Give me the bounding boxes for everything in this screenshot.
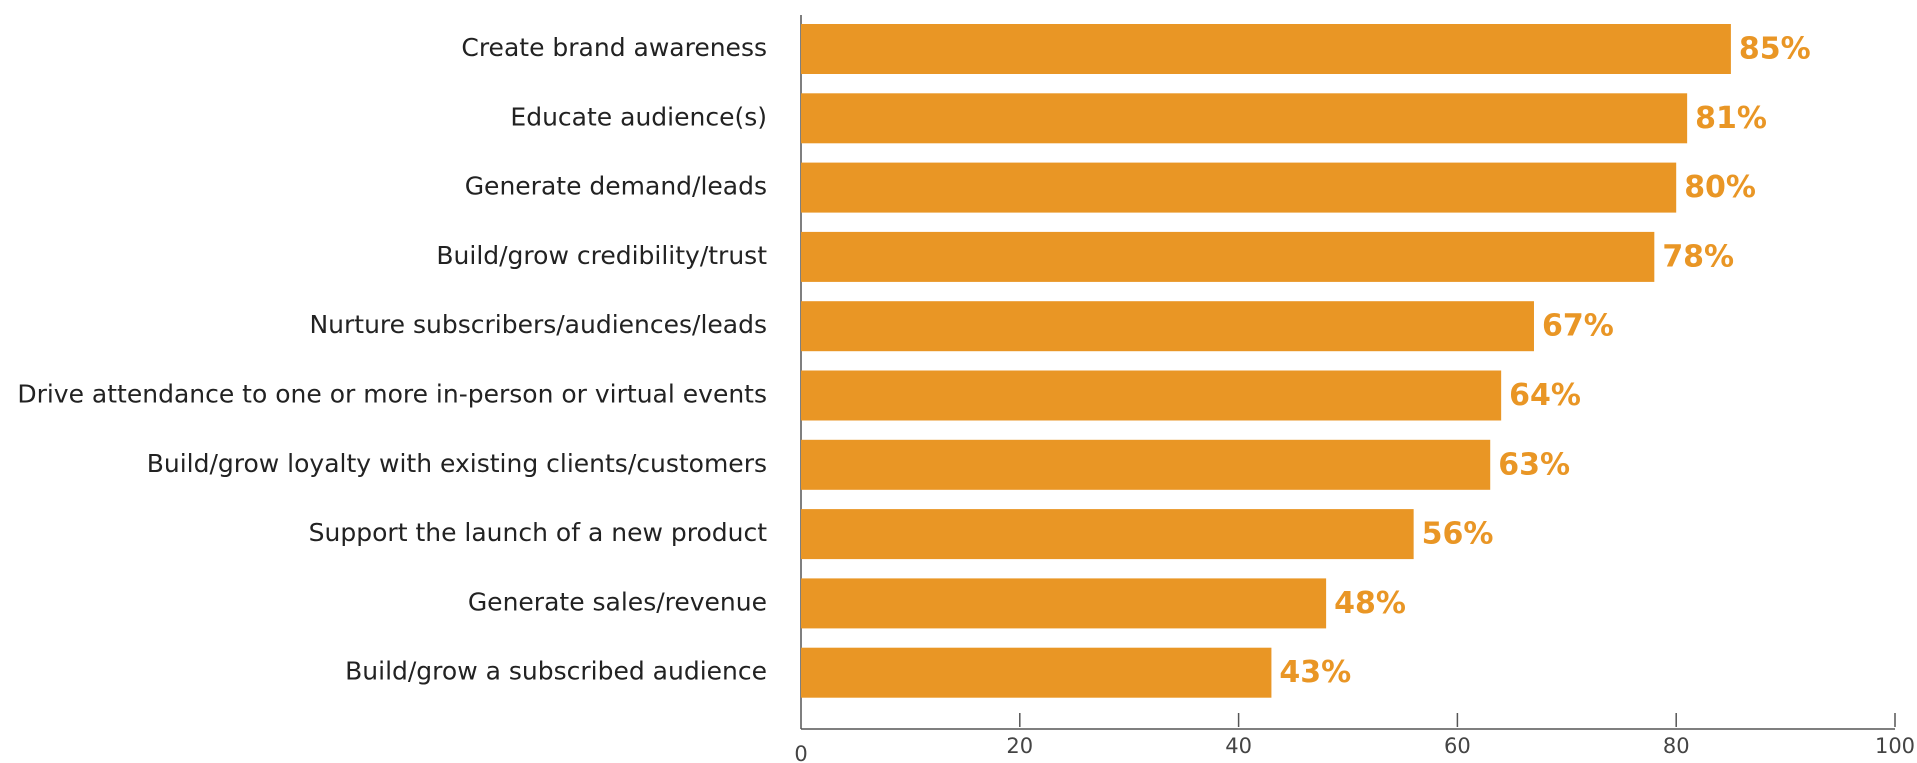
bar (801, 162, 1677, 213)
bar (801, 301, 1534, 352)
x-tick-label: 100 (1875, 734, 1915, 758)
value-label: 81% (1695, 101, 1767, 136)
value-label: 85% (1739, 32, 1811, 67)
category-label: Create brand awareness (461, 33, 767, 62)
bar (801, 647, 1272, 698)
value-label: 56% (1422, 517, 1494, 552)
category-label: Build/grow a subscribed audience (345, 657, 767, 686)
category-label: Generate sales/revenue (468, 587, 767, 616)
value-label: 67% (1542, 309, 1614, 344)
value-label: 80% (1684, 170, 1756, 205)
bar (801, 578, 1327, 629)
value-label: 78% (1662, 239, 1734, 274)
category-label: Build/grow credibility/trust (436, 241, 767, 270)
value-label: 48% (1334, 586, 1406, 621)
category-label: Generate demand/leads (465, 172, 767, 201)
x-tick-label: 60 (1444, 734, 1471, 758)
value-label: 64% (1509, 378, 1581, 413)
bar (801, 93, 1688, 144)
x-tick-label: 80 (1663, 734, 1690, 758)
bar (801, 231, 1655, 282)
bar (801, 509, 1414, 560)
bar (801, 370, 1502, 421)
value-label: 63% (1498, 447, 1570, 482)
x-tick-label: 40 (1225, 734, 1252, 758)
x-tick-label: 0 (794, 742, 807, 763)
x-tick-label: 20 (1006, 734, 1033, 758)
category-label: Drive attendance to one or more in-perso… (17, 380, 767, 409)
category-label: Support the launch of a new product (309, 518, 768, 547)
category-label: Nurture subscribers/audiences/leads (309, 310, 767, 339)
value-label: 43% (1279, 655, 1351, 690)
bar (801, 24, 1731, 74)
bar (801, 439, 1491, 490)
category-label: Educate audience(s) (510, 102, 767, 131)
category-label: Build/grow loyalty with existing clients… (147, 449, 767, 478)
